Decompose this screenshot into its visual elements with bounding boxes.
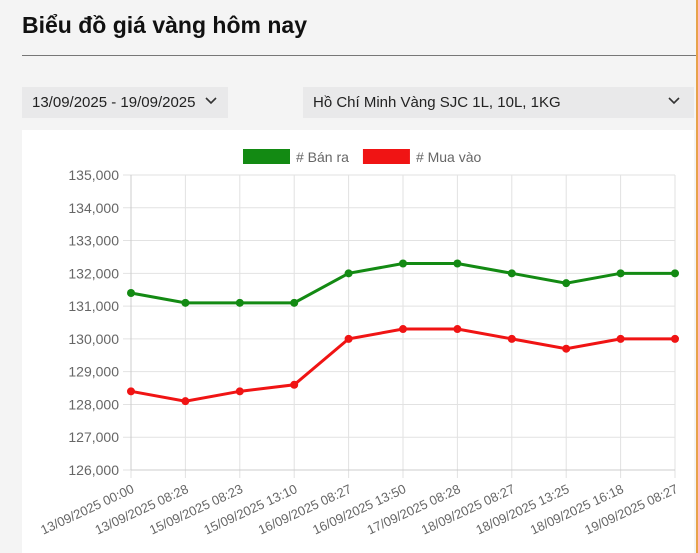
product-text: Hồ Chí Minh Vàng SJC 1L, 10L, 1KG (313, 94, 561, 111)
y-tick-label: 133,000 (68, 233, 119, 249)
chart-card (22, 130, 694, 553)
y-tick-label: 132,000 (68, 265, 119, 281)
divider (22, 55, 698, 56)
data-point (671, 269, 679, 278)
y-tick-label: 126,000 (68, 462, 119, 478)
data-point (507, 269, 516, 278)
data-point (453, 259, 462, 268)
legend-swatch (243, 149, 290, 164)
chevron (668, 97, 680, 105)
page-title: Biểu đồ giá vàng hôm nay (22, 12, 307, 38)
legend-label: # Mua vào (416, 149, 482, 165)
date-range-text: 13/09/2025 - 19/09/2025 (32, 94, 196, 111)
data-point (616, 269, 625, 278)
legend-swatch (362, 149, 410, 164)
y-tick-label: 127,000 (68, 429, 119, 445)
y-tick-label: 129,000 (68, 364, 119, 380)
data-point (344, 269, 353, 278)
data-point (127, 387, 135, 396)
product-select[interactable]: Hồ Chí Minh Vàng SJC 1L, 10L, 1KG (303, 87, 694, 118)
data-point (181, 397, 190, 406)
x-tick-label: 19/09/2025 08:27 (582, 481, 680, 537)
y-tick-label: 135,000 (68, 167, 119, 183)
y-tick-label: 128,000 (68, 396, 119, 412)
y-tick-label: 134,000 (68, 200, 119, 216)
edge-accent (696, 0, 698, 553)
data-point (453, 325, 462, 334)
data-point (562, 344, 571, 353)
data-point (127, 289, 135, 297)
data-point (616, 334, 625, 343)
data-point (235, 298, 244, 307)
data-point (399, 259, 407, 268)
date-range-select[interactable]: 13/09/2025 - 19/09/2025 (22, 87, 228, 118)
data-point (290, 298, 299, 307)
legend-label: # Bán ra (296, 149, 349, 165)
data-point (507, 334, 516, 343)
data-point (181, 298, 190, 307)
data-point (399, 325, 407, 334)
data-point (290, 380, 299, 389)
data-point (562, 279, 571, 288)
data-point (344, 334, 353, 343)
y-tick-label: 130,000 (68, 331, 119, 347)
data-point (671, 334, 679, 343)
chevron (205, 97, 217, 105)
data-point (235, 387, 244, 396)
y-tick-label: 131,000 (68, 298, 119, 314)
